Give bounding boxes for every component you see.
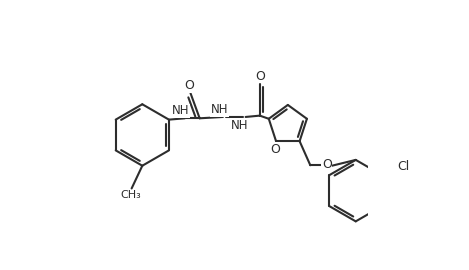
Text: O: O [184, 79, 194, 92]
Text: NH: NH [231, 119, 249, 132]
Text: NH: NH [211, 103, 228, 116]
Text: O: O [270, 143, 280, 156]
Text: O: O [255, 70, 265, 83]
Text: CH₃: CH₃ [120, 190, 141, 200]
Text: Cl: Cl [398, 160, 410, 173]
Text: NH: NH [172, 104, 189, 117]
Text: O: O [322, 158, 332, 171]
